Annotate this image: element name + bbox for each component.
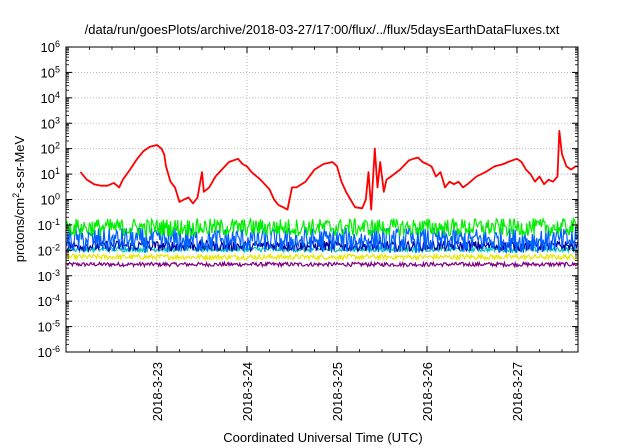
chart-title: /data/run/goesPlots/archive/2018-03-27/1… — [85, 22, 560, 37]
y-tick-label: 104 — [41, 90, 60, 106]
series-line — [79, 130, 578, 211]
y-tick-label: 100 — [41, 192, 60, 208]
series-line — [66, 260, 578, 269]
series-line — [66, 238, 578, 253]
y-tick-label: 102 — [41, 141, 60, 157]
y-axis-label: protons/cm2-s-sr-MeV — [11, 135, 27, 262]
y-tick-label: 105 — [41, 64, 60, 80]
series-group — [66, 130, 578, 269]
axes — [65, 46, 579, 353]
x-tick-label: 2018-3-25 — [330, 362, 345, 421]
y-tick-label: 106 — [41, 39, 60, 55]
y-tick-label: 10-3 — [38, 268, 60, 284]
x-axis-label: Coordinated Universal Time (UTC) — [223, 430, 422, 445]
y-tick-label: 10-1 — [38, 217, 60, 233]
y-tick-labels: 10-6 10-5 10-4 10-3 10-2 10-1 100 101 102 103 104 1… — [38, 39, 60, 360]
series-line — [66, 252, 578, 262]
y-tick-label: 101 — [41, 166, 60, 182]
x-tick-label: 2018-3-23 — [150, 362, 165, 421]
plot-frame — [65, 46, 579, 353]
y-axis-label-base: protons/cm — [12, 198, 27, 262]
y-tick-label: 10-4 — [38, 293, 60, 309]
y-axis-label-tail: -s-sr-MeV — [12, 135, 27, 192]
x-tick-labels: 2018-3-23 2018-3-24 2018-3-25 2018-3-26 2018… — [150, 362, 525, 421]
series-line — [66, 216, 578, 238]
y-tick-label: 103 — [41, 115, 60, 131]
y-tick-label: 10-2 — [38, 242, 60, 258]
y-tick-label: 10-5 — [38, 319, 60, 335]
x-tick-label: 2018-3-24 — [240, 362, 255, 421]
y-tick-label: 10-6 — [38, 344, 60, 360]
x-tick-label: 2018-3-26 — [420, 362, 435, 421]
y-axis-label-sup: 2 — [11, 193, 21, 198]
x-tick-label: 2018-3-27 — [510, 362, 525, 421]
